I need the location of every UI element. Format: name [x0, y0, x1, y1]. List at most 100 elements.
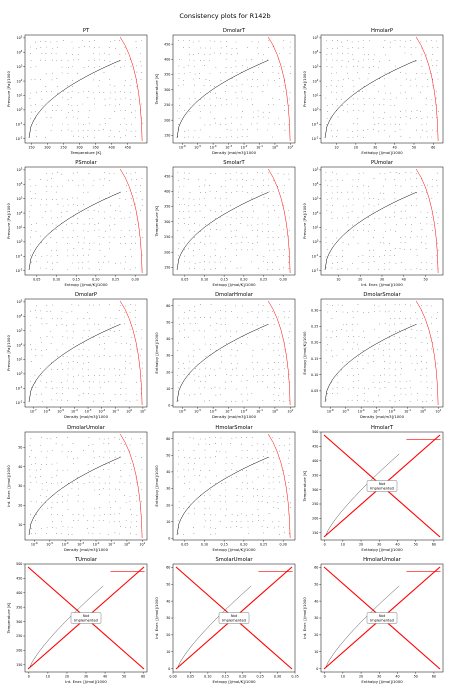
data-point [214, 197, 216, 199]
panel-title: DmolarT [223, 28, 246, 34]
data-point [389, 243, 391, 244]
data-point [247, 526, 249, 528]
data-point [231, 103, 232, 105]
data-point [389, 330, 390, 332]
data-point [431, 105, 433, 107]
data-point [94, 230, 95, 231]
data-point [119, 456, 121, 457]
data-point [130, 104, 131, 105]
data-point [56, 502, 58, 503]
data-point [273, 501, 275, 502]
data-point [105, 230, 106, 232]
data-point [378, 103, 380, 105]
data-point [363, 40, 364, 41]
data-point [177, 180, 179, 181]
data-point [134, 136, 136, 137]
data-point [427, 136, 428, 138]
data-point [236, 330, 238, 332]
data-point [263, 179, 264, 181]
data-point [358, 387, 359, 389]
data-point [130, 336, 132, 338]
data-point [225, 198, 227, 199]
data-point [380, 192, 381, 194]
data-point [406, 217, 407, 219]
data-point [204, 261, 205, 263]
data-point [177, 533, 179, 534]
data-point [246, 99, 248, 100]
data-point [394, 211, 396, 213]
data-point [210, 317, 211, 318]
data-point [378, 269, 379, 270]
plot-area [176, 36, 291, 142]
x-tick-label: 10-6 [327, 408, 334, 413]
y-axis-label: Int. Ener. [J/mol]/1000 [302, 597, 307, 639]
data-point [257, 79, 258, 80]
data-point [141, 65, 142, 67]
data-point [252, 349, 254, 351]
data-point [283, 267, 285, 269]
data-point [131, 124, 132, 125]
x-tick-label: 0.15 [222, 674, 229, 678]
data-point [226, 205, 228, 207]
data-point [236, 191, 238, 192]
x-tick-label: 0.15 [220, 542, 227, 546]
data-point [416, 330, 418, 331]
data-point [230, 217, 232, 219]
data-point [420, 375, 422, 376]
y-axis-label: Temperature [K] [302, 470, 307, 502]
data-point [390, 229, 392, 231]
data-point [177, 470, 178, 472]
y-tick-label: 30 [18, 484, 22, 488]
data-point [253, 111, 254, 113]
data-point [278, 476, 280, 477]
data-point [267, 463, 269, 464]
data-point [83, 362, 84, 364]
data-point [411, 97, 413, 99]
data-point [416, 192, 417, 194]
data-point [242, 400, 243, 402]
x-tick-label: 10 [336, 277, 340, 281]
data-point [221, 47, 223, 49]
data-point [94, 130, 95, 131]
data-point [67, 60, 69, 62]
data-point [245, 437, 247, 438]
data-point [40, 235, 42, 237]
data-point [99, 269, 100, 270]
data-point [46, 382, 47, 383]
data-point [283, 401, 285, 402]
data-point [205, 367, 206, 369]
x-tick-label: 50 [412, 145, 416, 149]
data-point [284, 514, 286, 516]
data-point [130, 508, 131, 510]
x-axis-label: Entropy [J/mol/K]/1000 [212, 282, 256, 287]
data-point [184, 475, 185, 477]
data-point [332, 305, 333, 307]
data-point [124, 217, 125, 219]
data-point [363, 230, 365, 231]
data-point [82, 267, 83, 269]
x-tick-label: 0.30 [132, 277, 139, 281]
data-point [71, 97, 73, 99]
data-point [337, 382, 339, 383]
data-point [99, 249, 101, 251]
data-point [263, 456, 264, 458]
data-point [332, 262, 333, 264]
data-point [357, 98, 359, 100]
data-point [410, 118, 412, 119]
data-point [114, 451, 115, 453]
data-point [241, 488, 242, 490]
data-point [237, 363, 238, 364]
x-tick-label: 30 [377, 674, 381, 678]
data-point [184, 242, 185, 244]
data-point [93, 381, 94, 383]
data-point [221, 483, 222, 484]
data-point [246, 59, 247, 61]
data-point [363, 330, 364, 332]
data-point [194, 237, 195, 238]
data-point [353, 198, 354, 200]
y-tick-label: 20 [166, 633, 170, 637]
data-point [61, 59, 63, 61]
data-point [246, 237, 247, 238]
y-tick-label: 0.10 [311, 373, 318, 377]
